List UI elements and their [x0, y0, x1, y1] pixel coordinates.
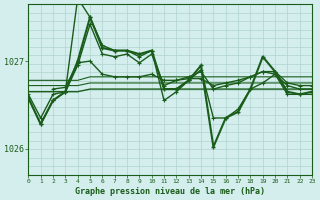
X-axis label: Graphe pression niveau de la mer (hPa): Graphe pression niveau de la mer (hPa) — [75, 187, 265, 196]
